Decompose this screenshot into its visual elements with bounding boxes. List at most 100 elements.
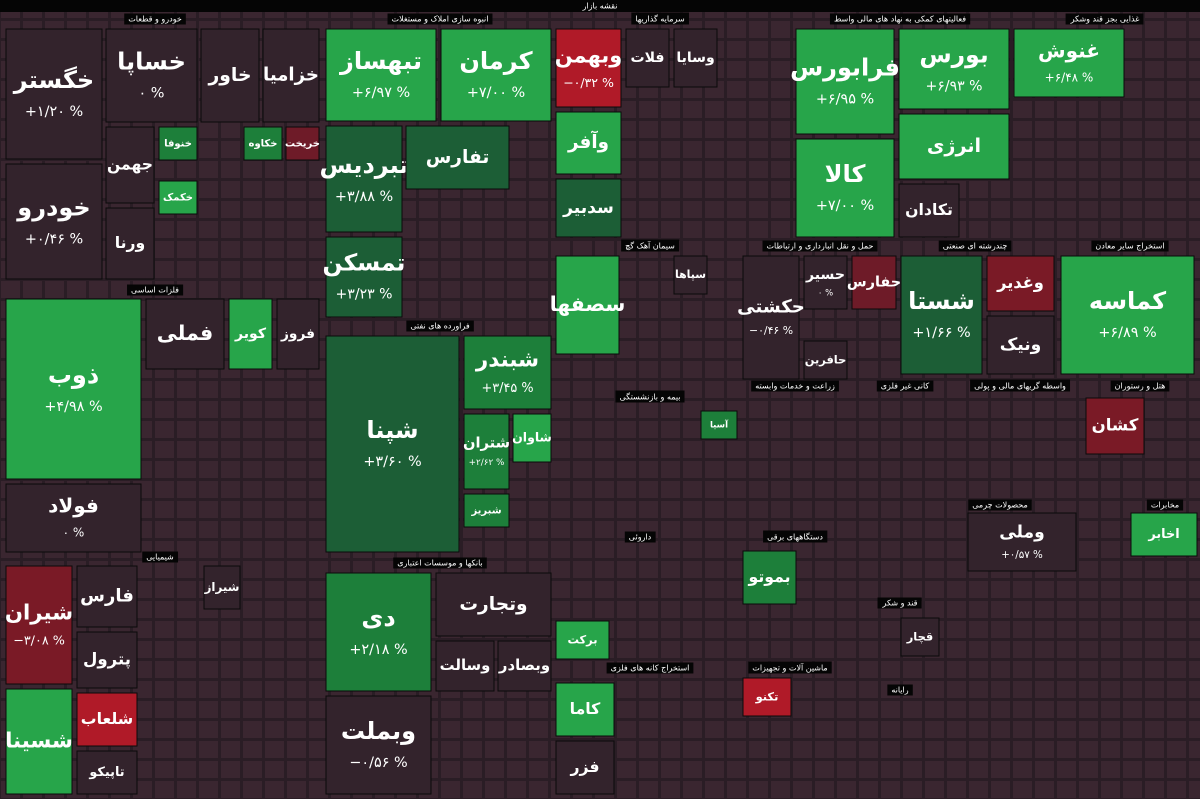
tile bbox=[898, 28, 1010, 110]
tile-symbol: خزامیا bbox=[263, 65, 319, 86]
tile-symbol: وغدیر bbox=[996, 273, 1044, 292]
tile bbox=[700, 410, 738, 440]
tile-symbol: حکشتی bbox=[737, 297, 805, 318]
tile-symbol: خگستر bbox=[13, 66, 94, 94]
sector-header: کانی غیر فلزی bbox=[881, 382, 930, 391]
tile-change: +۱/۲۰ % bbox=[25, 104, 83, 120]
sector-header-bg bbox=[938, 240, 1012, 252]
sector-header: سیمان آهک گچ bbox=[625, 241, 675, 251]
tile bbox=[986, 255, 1055, 312]
sector-header: قند و شکر bbox=[882, 599, 918, 608]
tile-symbol: شاوان bbox=[512, 430, 552, 445]
tile bbox=[435, 640, 495, 692]
sector-header-bg bbox=[624, 531, 656, 543]
sector-header: انبوه سازی املاک و مستغلات bbox=[392, 15, 489, 24]
tile bbox=[5, 483, 142, 553]
tile bbox=[463, 493, 510, 528]
tile-symbol: شیران bbox=[5, 600, 73, 625]
tile bbox=[673, 255, 708, 295]
tile-change: +۶/۹۵ % bbox=[816, 92, 874, 108]
tile-symbol: شبریز bbox=[470, 506, 501, 517]
tile-symbol: بموتو bbox=[747, 567, 790, 586]
tile bbox=[512, 413, 552, 463]
tile-symbol: فرابورس bbox=[790, 53, 900, 81]
tile-symbol: تاپیکو bbox=[88, 765, 124, 780]
tile-symbol: کالا bbox=[825, 160, 866, 188]
tile bbox=[5, 688, 73, 795]
sector-header-bg bbox=[1110, 380, 1170, 392]
tile bbox=[900, 255, 983, 375]
tile-symbol: شیراز bbox=[204, 580, 240, 595]
sector-header: چندرشته ای صنعتی bbox=[943, 242, 1008, 251]
tile bbox=[555, 740, 615, 795]
sector-header: فراورده های نفتی bbox=[410, 322, 469, 331]
tile bbox=[105, 28, 198, 123]
sector-header: دستگاههای برقی bbox=[767, 532, 823, 542]
sector-header: خودرو و قطعات bbox=[128, 15, 182, 24]
sector-header-bg bbox=[876, 380, 934, 392]
sector-header: بیمه و بازنشستگی bbox=[619, 392, 680, 402]
tile bbox=[325, 125, 403, 233]
tile-change: +۳/۴۵ % bbox=[481, 381, 533, 396]
tile bbox=[742, 677, 792, 717]
tile bbox=[463, 335, 552, 410]
tile bbox=[795, 28, 895, 135]
tile bbox=[898, 113, 1010, 180]
sector-header: استخراج سایر معادن bbox=[1095, 242, 1164, 251]
tile-symbol: کرمان bbox=[459, 47, 532, 75]
sector-header-bg bbox=[1146, 499, 1184, 511]
tile-symbol: وسالت bbox=[440, 656, 491, 674]
tile-symbol: شبندر bbox=[475, 348, 539, 373]
sector-header-bg bbox=[124, 13, 186, 25]
sector-header: واسطه گریهای مالی و پولی bbox=[974, 381, 1066, 391]
tile bbox=[5, 163, 103, 280]
tile bbox=[851, 255, 897, 310]
tile-symbol: تمسکن bbox=[323, 249, 406, 277]
tile-symbol: شستا bbox=[908, 287, 975, 315]
tile-symbol: وبملت bbox=[341, 717, 416, 745]
sector-header-bg bbox=[829, 13, 971, 25]
tile-symbol: دی bbox=[361, 604, 395, 632]
sector-header-bg bbox=[406, 320, 474, 332]
tile-change: +۴/۹۸ % bbox=[44, 399, 102, 415]
tile-symbol: سدبیر bbox=[562, 198, 614, 218]
sector-header: مخابرات bbox=[1151, 501, 1179, 510]
tile-symbol: شلعاب bbox=[81, 709, 133, 728]
sector-header: غذایی بجز قند وشکر bbox=[1070, 15, 1140, 24]
tile bbox=[158, 180, 198, 215]
tile bbox=[1085, 397, 1145, 455]
tile-change: −۰/۵۶ % bbox=[349, 755, 407, 771]
tile bbox=[76, 631, 138, 689]
tile bbox=[625, 28, 670, 88]
sector-header-bg bbox=[142, 551, 179, 563]
tile bbox=[497, 640, 552, 692]
tile-symbol: انرژی bbox=[927, 134, 981, 157]
tile bbox=[555, 255, 620, 355]
tile bbox=[276, 298, 320, 370]
sector-header-bg bbox=[970, 379, 1071, 392]
tile bbox=[555, 178, 622, 238]
tile-change: +۳/۲۳ % bbox=[336, 287, 393, 303]
tile-change: −۰/۳۲ % bbox=[563, 75, 614, 90]
tile bbox=[5, 298, 142, 480]
tile-symbol: وبصادر bbox=[498, 656, 550, 674]
tile-symbol: خنوفا bbox=[164, 139, 192, 150]
tile bbox=[5, 28, 103, 160]
tile bbox=[1130, 512, 1198, 557]
sector-header-bg bbox=[748, 661, 832, 674]
tile-symbol: فولاد bbox=[48, 494, 99, 518]
tile bbox=[673, 28, 718, 88]
tile-symbol: ورنا bbox=[115, 234, 145, 252]
tile bbox=[463, 413, 510, 490]
sector-header: استخراج کانه های فلزی bbox=[611, 664, 690, 673]
tile-change: +۶/۴۸ % bbox=[1045, 71, 1094, 85]
tile-symbol: قچار bbox=[906, 630, 934, 644]
tile-change: +۰/۵۷ % bbox=[1001, 549, 1043, 561]
tile bbox=[325, 572, 432, 692]
tile bbox=[555, 620, 610, 660]
tile-change: +۲/۶۲ % bbox=[469, 458, 505, 468]
tile-symbol: وبهمن bbox=[555, 43, 623, 67]
sector-header-bg bbox=[1091, 240, 1169, 252]
sector-header: زراعت و خدمات وابسته bbox=[755, 382, 835, 391]
